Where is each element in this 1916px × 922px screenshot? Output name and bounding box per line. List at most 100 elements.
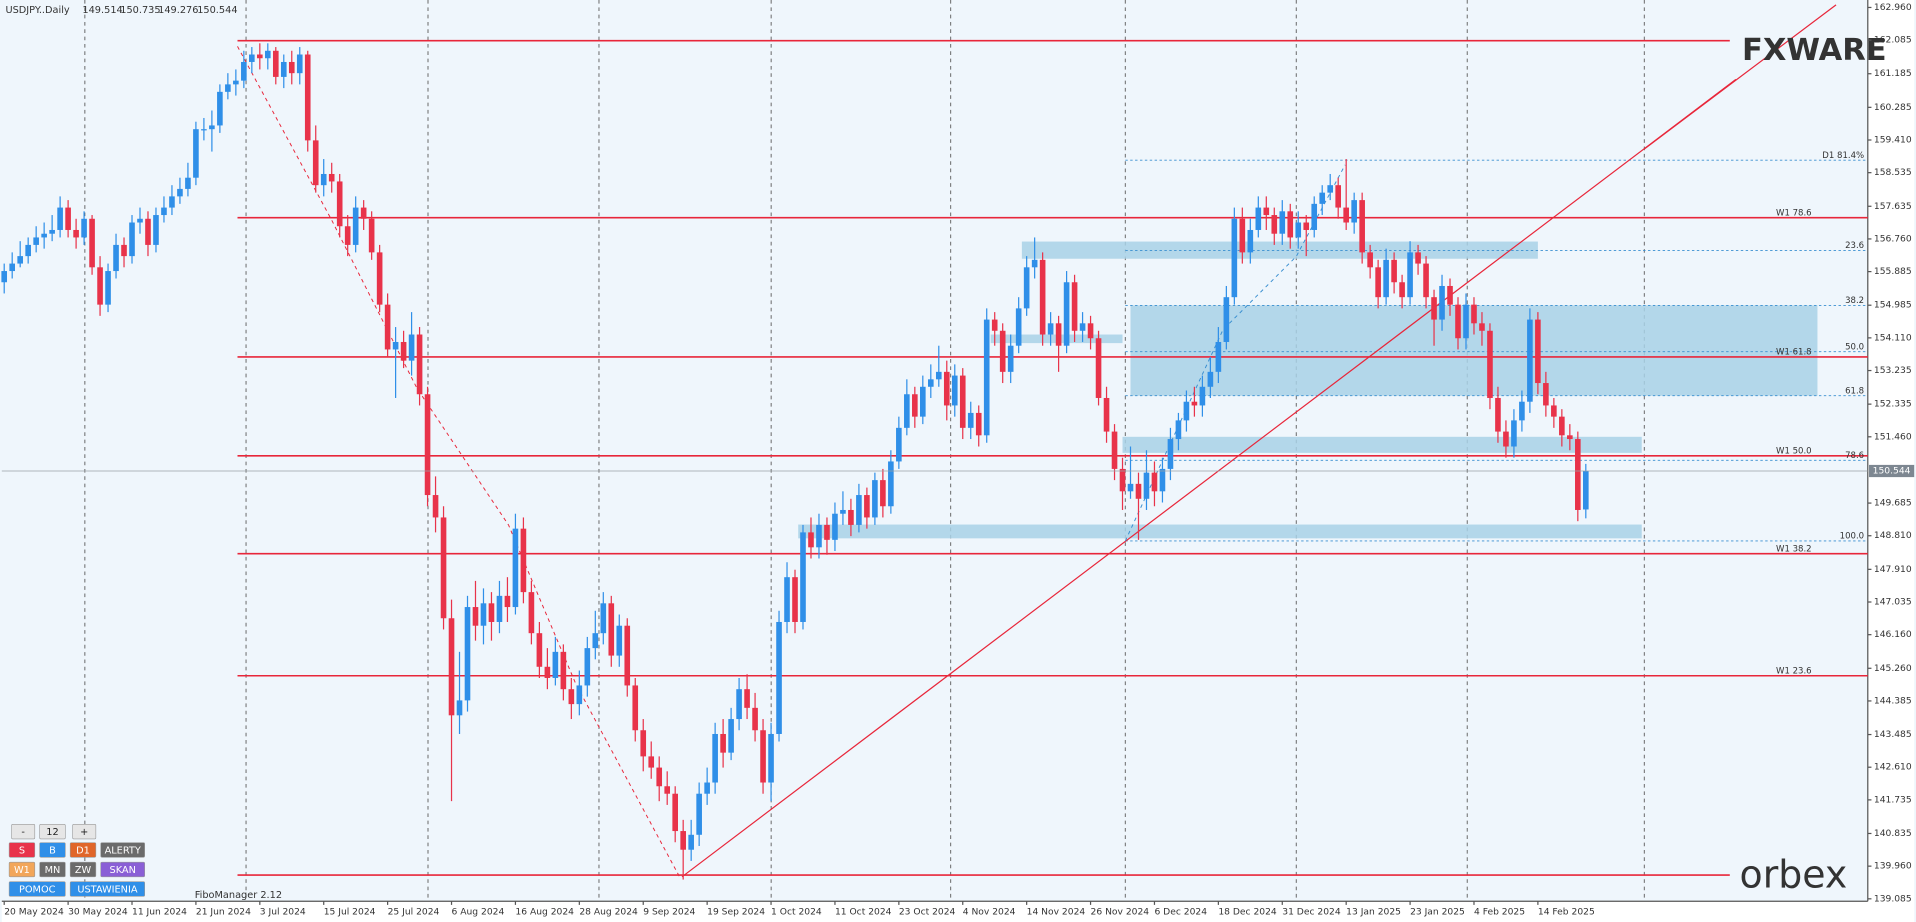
y-tick-label: 160.285 xyxy=(1874,103,1912,113)
y-tick-label: 142.610 xyxy=(1874,763,1912,773)
overlay: D1 81.4% 23.6 38.2 50.0 61.8 78.6 100.0 W1 78.6… xyxy=(1,151,1915,676)
candle-body xyxy=(1503,431,1509,447)
candle-body xyxy=(880,480,886,507)
toolbar-button-label[interactable]: - xyxy=(21,827,25,838)
candle-body xyxy=(1127,483,1134,492)
candle-body xyxy=(344,226,351,245)
candle-body xyxy=(935,371,942,380)
candle-body xyxy=(264,50,271,59)
candle-body xyxy=(552,651,559,678)
candle-body xyxy=(752,707,758,731)
toolbar-button[interactable] xyxy=(100,861,145,878)
candle-body xyxy=(1135,483,1142,499)
candle-body xyxy=(872,480,878,518)
toolbar-button[interactable] xyxy=(69,881,145,897)
y-tick-label: 159.410 xyxy=(1874,136,1912,146)
toolbar-button-label[interactable]: W1 xyxy=(14,865,30,876)
candle-body xyxy=(999,330,1006,372)
candle-body xyxy=(1151,472,1158,492)
candle-body xyxy=(1463,304,1469,339)
candle-body xyxy=(121,244,127,257)
toolbar-button[interactable] xyxy=(39,861,66,878)
candle-body xyxy=(488,603,495,622)
x-tick-label: 26 Nov 2024 xyxy=(1091,908,1150,918)
toolbar-button-label[interactable]: ZW xyxy=(75,865,92,876)
toolbar-button-label[interactable]: 12 xyxy=(46,827,58,838)
candle-body xyxy=(1087,323,1094,339)
candle-body xyxy=(456,700,463,716)
candle-body xyxy=(1063,282,1070,346)
toolbar-button[interactable] xyxy=(8,842,36,858)
header-low: 149.276 xyxy=(158,5,198,16)
toolbar-button-label[interactable]: + xyxy=(80,827,88,838)
candle-body xyxy=(472,607,479,626)
y-tick-label: 139.085 xyxy=(1874,894,1912,904)
candle-body xyxy=(991,319,998,331)
candle-body xyxy=(744,689,750,708)
toolbar-button[interactable] xyxy=(39,842,66,858)
candle-body xyxy=(408,334,415,361)
y-tick-label: 152.335 xyxy=(1874,400,1912,410)
candle-body xyxy=(1095,338,1102,398)
candle-body xyxy=(1111,431,1118,469)
candle-body xyxy=(225,84,231,92)
y-tick-label: 146.160 xyxy=(1874,630,1912,640)
candle-body xyxy=(768,733,774,783)
toolbar-button-label[interactable]: D1 xyxy=(76,846,90,857)
candle-body xyxy=(1031,259,1038,268)
y-tick-label: 162.085 xyxy=(1874,36,1912,46)
x-tick-label: 3 Jul 2024 xyxy=(260,908,306,918)
time-axis-background xyxy=(1,901,1915,922)
candle-body xyxy=(201,129,207,131)
toolbar-button[interactable] xyxy=(69,861,97,878)
candle-body xyxy=(432,495,439,518)
x-tick-label: 20 May 2024 xyxy=(4,908,64,918)
candle-body xyxy=(161,207,167,216)
toolbar-button[interactable] xyxy=(100,842,145,858)
x-tick-label: 21 Jun 2024 xyxy=(196,908,251,918)
current-price-box xyxy=(1869,464,1915,478)
candle-body xyxy=(983,319,990,436)
candle-body xyxy=(912,394,918,417)
candle-body xyxy=(1391,259,1397,283)
candle-body xyxy=(9,263,15,272)
toolbar-button[interactable] xyxy=(72,823,97,840)
toolbar-button-label[interactable]: USTAWIENIA xyxy=(77,885,138,896)
y-tick-label: 154.110 xyxy=(1874,333,1912,343)
x-tick-label: 25 Jul 2024 xyxy=(388,908,440,918)
header-high: 150.735 xyxy=(120,5,160,16)
candle-body xyxy=(920,386,926,417)
toolbar-button-label[interactable]: ALERTY xyxy=(105,846,141,857)
candle-body xyxy=(280,61,287,77)
candle-body xyxy=(728,719,734,753)
x-tick-label: 1 Oct 2024 xyxy=(771,908,822,918)
candle-body xyxy=(951,375,958,406)
candle-body xyxy=(736,689,742,720)
zone xyxy=(1122,436,1642,453)
toolbar-button[interactable] xyxy=(8,881,66,897)
candle-body xyxy=(288,61,295,74)
toolbar-button-label[interactable]: POMOC xyxy=(19,885,56,896)
toolbar-button-label[interactable]: S xyxy=(19,846,25,857)
candle-body xyxy=(856,495,862,525)
toolbar-button-label[interactable]: SKAN xyxy=(110,865,136,876)
fib-label: 50.0 xyxy=(1845,342,1864,352)
candle-body xyxy=(640,730,647,757)
candle-body xyxy=(720,733,726,753)
y-tick-label: 139.960 xyxy=(1874,862,1912,872)
candle-body xyxy=(1247,229,1254,253)
candle-body xyxy=(1519,401,1525,421)
candle-body xyxy=(896,427,902,462)
toolbar-button[interactable] xyxy=(69,842,97,858)
candle-body xyxy=(25,244,31,257)
toolbar-button[interactable] xyxy=(11,823,36,840)
toolbar-button-label[interactable]: MN xyxy=(45,865,61,876)
toolbar-button-label[interactable]: B xyxy=(49,846,56,857)
candle-body xyxy=(1543,383,1549,406)
toolbar-button[interactable] xyxy=(8,861,36,878)
candle-body xyxy=(416,334,423,395)
candle-body xyxy=(624,625,631,686)
toolbar-button[interactable] xyxy=(39,823,66,840)
x-tick-label: 31 Dec 2024 xyxy=(1282,908,1341,918)
candle-body xyxy=(392,341,399,350)
